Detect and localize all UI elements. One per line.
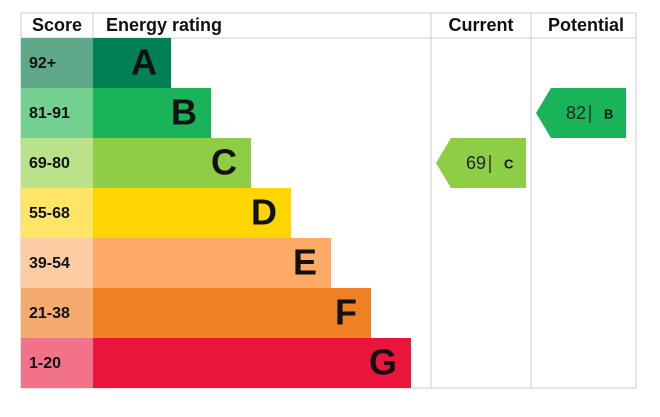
score-label: 55-68 <box>29 205 70 222</box>
rating-header: Energy rating <box>106 15 222 35</box>
rating-bar <box>93 288 371 338</box>
score-cell <box>21 338 93 388</box>
rating-bar <box>93 338 411 388</box>
rating-letter: E <box>293 242 317 283</box>
rating-letter: A <box>131 42 157 83</box>
rating-letter: F <box>335 292 357 333</box>
potential-value: 82 <box>566 103 586 123</box>
rating-letter: C <box>211 142 237 183</box>
score-label: 21-38 <box>29 305 70 322</box>
score-cell <box>21 188 93 238</box>
score-cell <box>21 38 93 88</box>
current-value: 69 <box>466 153 486 173</box>
rating-letter: D <box>251 192 277 233</box>
potential-arrow <box>536 88 626 138</box>
rating-bar <box>93 88 211 138</box>
rating-bar <box>93 188 291 238</box>
score-cell <box>21 288 93 338</box>
score-label: 1-20 <box>29 355 61 372</box>
score-label: 69-80 <box>29 155 70 172</box>
current-header: Current <box>448 15 513 35</box>
rating-bar <box>93 38 171 88</box>
potential-header: Potential <box>548 15 624 35</box>
score-cell <box>21 138 93 188</box>
rating-bar <box>93 138 251 188</box>
current-rating: C <box>504 156 514 171</box>
score-label: 39-54 <box>29 255 70 272</box>
score-label: 81-91 <box>29 105 70 122</box>
score-cell <box>21 88 93 138</box>
score-cell <box>21 238 93 288</box>
score-header: Score <box>32 15 82 35</box>
rating-letter: G <box>369 342 397 383</box>
rating-bar <box>93 238 331 288</box>
rating-letter: B <box>171 92 197 133</box>
current-arrow <box>436 138 526 188</box>
score-label: 92+ <box>29 55 56 72</box>
potential-rating: B <box>604 106 613 121</box>
